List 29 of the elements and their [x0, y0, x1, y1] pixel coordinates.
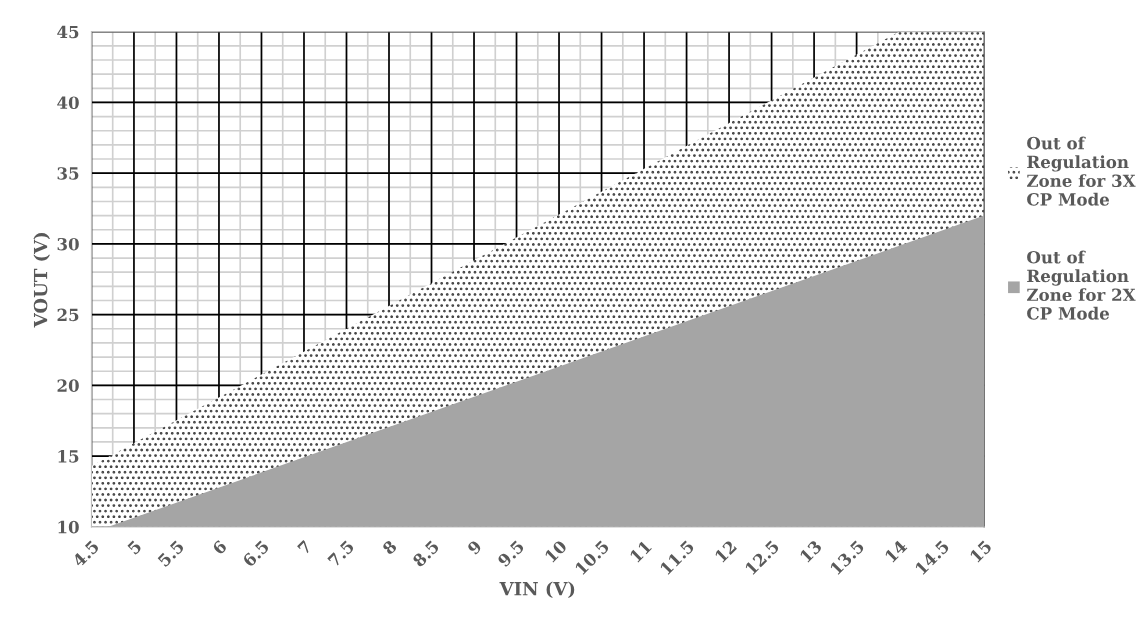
x-tick-label: 13 — [799, 539, 823, 563]
x-tick-label: 5.5 — [157, 539, 185, 568]
y-tick-label: 20 — [57, 379, 79, 392]
x-tick-label: 12 — [714, 539, 737, 563]
y-tick-label: 25 — [57, 308, 79, 322]
y-axis-title: VOUT (V) — [33, 233, 50, 328]
x-tick-label: 9 — [466, 539, 483, 556]
x-tick-label: 8.5 — [411, 539, 440, 568]
legend-label: Out of Regulation Zone for 3X CP Mode — [1027, 136, 1136, 206]
x-tick-label: 6.5 — [241, 539, 270, 568]
x-tick-label: 7 — [297, 539, 312, 555]
y-tick-label: 30 — [57, 237, 79, 251]
y-tick-label: 35 — [57, 167, 79, 180]
x-tick-label: 9.5 — [496, 539, 525, 568]
x-tick-label: 14 — [884, 539, 908, 563]
x-tick-label: 8 — [381, 539, 398, 556]
y-tick-label: 10 — [58, 520, 79, 534]
legend-label: Out of Regulation Zone for 2X CP Mode — [1027, 250, 1136, 320]
x-axis-title: VIN (V) — [499, 581, 575, 599]
y-tick-label: 15 — [58, 450, 79, 463]
y-tick-label: 45 — [57, 25, 79, 39]
x-tick-label: 4.5 — [71, 539, 100, 568]
y-tick-label: 40 — [57, 96, 79, 110]
x-tick-label: 10 — [544, 539, 568, 563]
x-tick-label: 11 — [629, 540, 652, 563]
x-tick-label: 5 — [127, 539, 143, 555]
x-tick-label: 6 — [211, 539, 228, 556]
x-tick-label: 7.5 — [327, 539, 355, 568]
x-tick-label: 15 — [969, 539, 993, 563]
